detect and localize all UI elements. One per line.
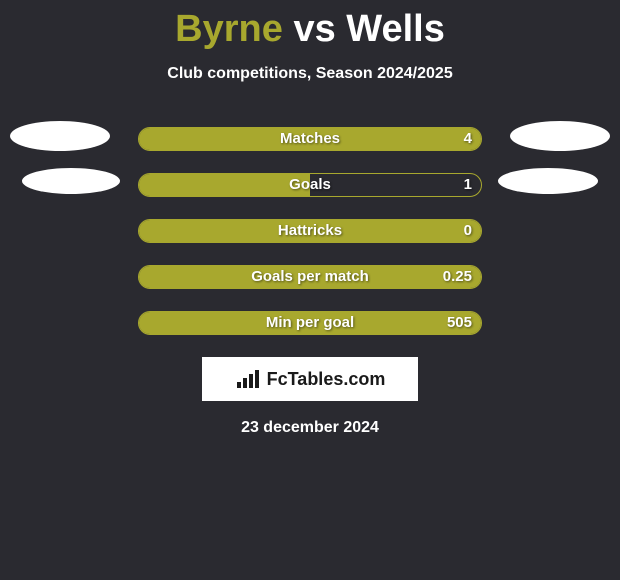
stat-value: 0 [138,219,472,243]
stat-row: Min per goal 505 [0,311,620,335]
logo-box: FcTables.com [202,357,418,401]
comparison-title: Byrne vs Wells [0,0,620,51]
vs-text: vs [293,8,335,50]
logo-text: FcTables.com [267,369,386,390]
stat-value: 4 [138,127,472,151]
stat-value: 1 [138,173,472,197]
stat-row: Goals 1 [0,173,620,197]
date-text: 23 december 2024 [0,419,620,437]
stat-row: Hattricks 0 [0,219,620,243]
stat-row: Goals per match 0.25 [0,265,620,289]
stat-row: Matches 4 [0,127,620,151]
player2-name: Wells [346,8,445,50]
ellipse-decoration [498,168,598,194]
stats-container: Matches 4 Goals 1 Hattricks 0 Goals per … [0,127,620,335]
stat-value: 0.25 [138,265,472,289]
chart-icon [235,368,261,390]
stat-value: 505 [138,311,472,335]
subtitle: Club competitions, Season 2024/2025 [0,65,620,83]
ellipse-decoration [22,168,120,194]
player1-name: Byrne [175,8,283,50]
ellipse-decoration [10,121,110,151]
ellipse-decoration [510,121,610,151]
